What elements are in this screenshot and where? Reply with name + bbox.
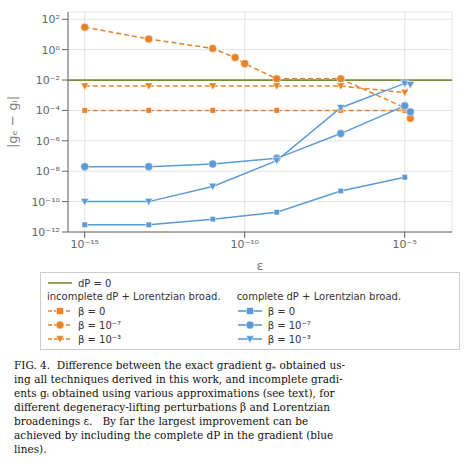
html-text:β = 10⁻³: β = 10⁻³ bbox=[267, 333, 311, 345]
svg-text:10⁻⁸: 10⁻⁸ bbox=[36, 165, 61, 178]
html-text:β = 0: β = 0 bbox=[78, 305, 106, 317]
svg-text:10⁻¹⁰: 10⁻¹⁰ bbox=[230, 238, 259, 251]
html-text:achieved by including the comp: achieved by including the complete dP in… bbox=[14, 429, 334, 441]
html-text:ing all techniques derived in: ing all techniques derived in this work,… bbox=[14, 373, 343, 385]
svg-text:|gₑ − gᵢ|: |gₑ − gᵢ| bbox=[8, 96, 20, 148]
svg-text:10⁻⁶: 10⁻⁶ bbox=[36, 135, 61, 148]
svg-text:10⁻⁴: 10⁻⁴ bbox=[36, 104, 61, 117]
html-text:complete dP + Lorentzian broad: complete dP + Lorentzian broad. bbox=[236, 291, 402, 302]
svg-text:10⁻⁵: 10⁻⁵ bbox=[393, 238, 417, 251]
html-text:broadenings ε. By far the larg: broadenings ε. By far the largest improv… bbox=[14, 415, 309, 427]
svg-text:10⁻¹⁰: 10⁻¹⁰ bbox=[31, 196, 60, 209]
html-text:lines).: lines). bbox=[14, 443, 47, 455]
svg-text:10⁰: 10⁰ bbox=[42, 44, 61, 57]
html-text:dP = 0: dP = 0 bbox=[78, 277, 112, 289]
html-text:FIG. 4. Difference between the: FIG. 4. Difference between the exact gra… bbox=[14, 359, 346, 371]
svg-text:10⁻¹²: 10⁻¹² bbox=[31, 226, 60, 239]
html-text:β = 10⁻⁷: β = 10⁻⁷ bbox=[78, 319, 122, 331]
html-text:different degeneracy-lifting p: different degeneracy-lifting perturbatio… bbox=[14, 401, 330, 413]
html-text:β = 0: β = 0 bbox=[267, 305, 296, 317]
svg-text:10⁻²: 10⁻² bbox=[36, 74, 60, 87]
svg-text:10⁻¹⁵: 10⁻¹⁵ bbox=[70, 238, 99, 251]
svg-text:10²: 10² bbox=[42, 13, 60, 26]
html-text:β = 10⁻⁷: β = 10⁻⁷ bbox=[267, 319, 311, 331]
svg-text:ε: ε bbox=[256, 258, 263, 272]
html-text:incomplete dP + Lorentzian bro: incomplete dP + Lorentzian broad. bbox=[47, 291, 221, 302]
html-text:β = 10⁻³: β = 10⁻³ bbox=[78, 333, 122, 345]
html-text:ents gᵢ obtained using various: ents gᵢ obtained using various approxima… bbox=[14, 387, 335, 399]
